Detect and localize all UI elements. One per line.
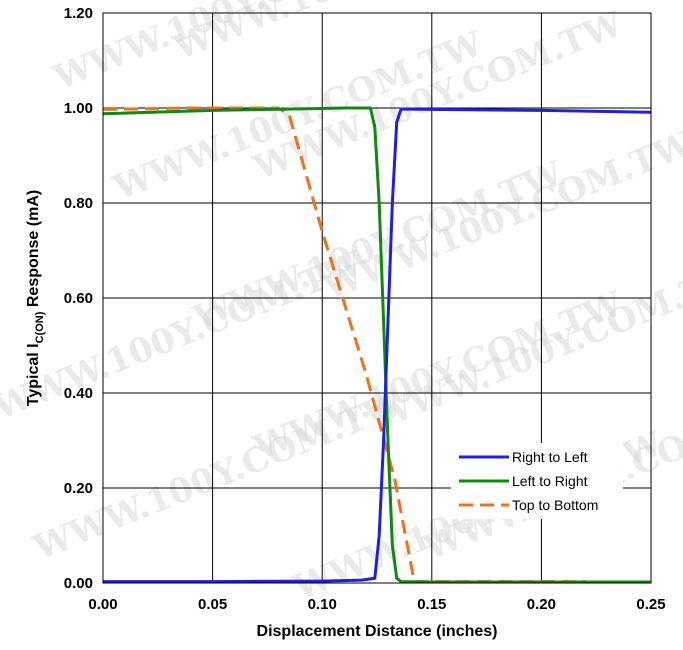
y-axis-title-subscript: C(ON) — [34, 311, 46, 343]
x-tick-label: 0.20 — [527, 596, 556, 613]
series-layer — [102, 106, 652, 584]
y-tick-label: 1.00 — [64, 100, 93, 117]
legend-label: Right to Left — [512, 449, 588, 465]
y-axis-title-prefix: Typical I — [25, 343, 42, 406]
y-axis-title: Typical IC(ON) Response (mA) — [25, 190, 46, 406]
x-tick-label: 0.25 — [636, 596, 665, 613]
plot-border — [102, 12, 652, 584]
series-line-left-to-right — [102, 106, 651, 584]
y-tick-label: 0.20 — [64, 480, 93, 497]
y-tick-label: 0.00 — [64, 575, 93, 592]
x-tick-label: 0.00 — [88, 596, 117, 613]
y-tick-label: 0.80 — [64, 195, 93, 212]
series-line-right-to-left — [103, 107, 652, 584]
y-tick-label: 0.60 — [64, 290, 93, 307]
x-tick-label: 0.15 — [417, 596, 446, 613]
legend-label: Top to Bottom — [512, 497, 598, 513]
x-tick-label: 0.05 — [198, 596, 227, 613]
x-tick-label: 0.10 — [308, 596, 337, 613]
legend-label: Left to Right — [512, 473, 588, 489]
y-tick-label: 0.40 — [64, 385, 93, 402]
legend: Right to Left Left to Right Top to Bottom — [451, 443, 623, 519]
y-axis-title-suffix: Response (mA) — [25, 190, 42, 312]
x-axis-title: Displacement Distance (inches) — [257, 623, 498, 640]
x-tick-labels: 0.00 0.05 0.10 0.15 0.20 0.25 — [88, 596, 665, 613]
y-tick-label: 1.20 — [64, 5, 93, 22]
y-tick-labels: 0.00 0.20 0.40 0.60 0.80 1.00 1.20 — [64, 5, 93, 592]
